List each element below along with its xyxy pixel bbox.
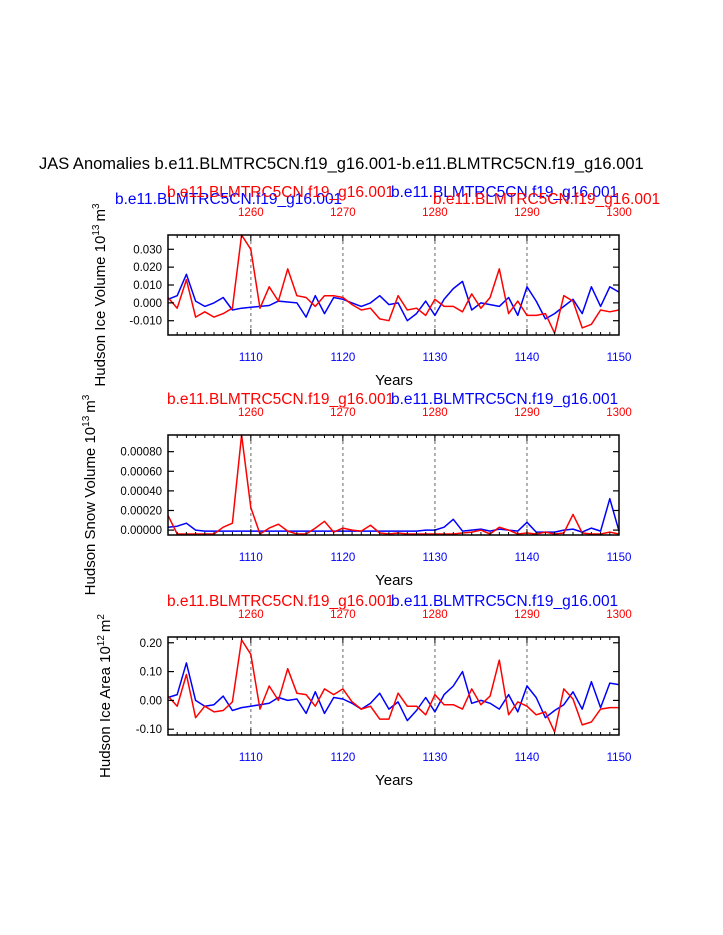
y-axis-label: Hudson Ice Area 1012 m2 [96, 614, 114, 778]
series-left-title: b.e11.BLMTRC5CN.f19_g16.001 [167, 593, 394, 610]
x-tick-label-bottom: 1150 [607, 552, 632, 564]
x-tick-label-bottom: 1130 [423, 352, 448, 364]
panel-3: 0.20 0.10 0.00 -0.10 1110 1260 1120 1270 1130 128… [96, 593, 632, 789]
x-tick-label-bottom: 1120 [331, 552, 356, 564]
x-tick-label-bottom: 1140 [515, 752, 540, 764]
series-left-title-overlap: b.e11.BLMTRC5CN.f19_g16.001 [167, 184, 394, 201]
series-left-title: b.e11.BLMTRC5CN.f19_g16.001 [115, 191, 342, 208]
x-tick-label-bottom: 1110 [239, 752, 263, 764]
x-tick-label-top: 1260 [238, 207, 264, 219]
x-tick-label-bottom: 1140 [515, 352, 540, 364]
series-right-title: b.e11.BLMTRC5CN.f19_g16.001 [391, 184, 618, 201]
x-tick-label-top: 1290 [514, 407, 540, 419]
series-line-red [167, 234, 620, 334]
series-line-blue [167, 273, 620, 322]
y-axis-label-main: Hudson Ice Area 10 [97, 646, 114, 778]
plot-frame [167, 636, 620, 736]
x-tick-label-top: 1290 [514, 207, 540, 219]
y-axis-label-exp: 13 [81, 415, 92, 427]
x-tick-label-top: 1270 [330, 407, 356, 419]
x-tick-label-top: 1270 [330, 609, 356, 621]
x-tick-label-bottom: 1150 [607, 352, 632, 364]
x-axis-label: Years [375, 772, 413, 789]
x-tick-label-top: 1260 [238, 407, 264, 419]
x-tick-label-bottom: 1120 [331, 352, 356, 364]
y-tick-label: -0.10 [136, 724, 162, 736]
y-tick-label: 0.00060 [120, 466, 162, 478]
y-axis-label-unit-exp: 3 [91, 203, 102, 209]
x-tick-label-top: 1260 [238, 609, 264, 621]
x-tick-label-bottom: 1130 [423, 752, 448, 764]
y-axis-label-unit: m [92, 209, 109, 222]
y-axis-label-main: Hudson Ice Volume 10 [92, 236, 109, 387]
y-axis-label-exp: 12 [96, 635, 107, 647]
y-axis-label-unit: m [82, 400, 99, 413]
y-tick-label: 0.00020 [120, 505, 162, 517]
y-axis-label: Hudson Ice Volume 1013 m3 [91, 203, 109, 387]
series-left-title: b.e11.BLMTRC5CN.f19_g16.001 [167, 391, 394, 408]
y-tick-label: 0.00 [140, 695, 162, 707]
series-line-blue [167, 662, 620, 722]
x-tick-label-bottom: 1110 [239, 552, 263, 564]
x-tick-label-bottom: 1110 [239, 352, 263, 364]
x-tick-label-top: 1300 [606, 609, 632, 621]
y-axis-label-main: Hudson Snow Volume 10 [82, 427, 99, 595]
y-tick-label: 0.10 [140, 667, 162, 679]
x-tick-label-bottom: 1150 [607, 752, 632, 764]
panel-2: 0.00080 0.00060 0.00040 0.00020 0.00000 1110 1… [81, 391, 632, 595]
y-tick-label: 0.000 [133, 298, 162, 310]
series-right-title: b.e11.BLMTRC5CN.f19_g16.001 [391, 593, 618, 610]
x-tick-label-top: 1280 [422, 407, 448, 419]
y-tick-label: 0.00080 [120, 447, 162, 459]
x-tick-label-top: 1280 [422, 609, 448, 621]
y-tick-label: 0.20 [140, 638, 162, 650]
figure-title: JAS Anomalies b.e11.BLMTRC5CN.f19_g16.00… [39, 155, 644, 173]
x-tick-label-top: 1280 [422, 207, 448, 219]
y-tick-label: 0.010 [133, 280, 162, 292]
y-axis-label-exp: 13 [91, 224, 102, 236]
y-tick-label: 0.00040 [120, 486, 162, 498]
x-tick-label-bottom: 1120 [331, 752, 356, 764]
y-tick-label: 0.020 [133, 262, 162, 274]
x-tick-label-top: 1300 [606, 407, 632, 419]
series-right-title: b.e11.BLMTRC5CN.f19_g16.001 [391, 391, 618, 408]
x-tick-label-bottom: 1140 [515, 552, 540, 564]
series-right-title-overlap: b.e11.BLMTRC5CN.f19_g16.001 [433, 191, 660, 208]
x-axis-label: Years [375, 572, 413, 589]
series-line-red [167, 639, 619, 733]
y-tick-label: 0.030 [133, 244, 162, 256]
panel-1: 0.030 0.020 0.010 0.000 -0.010 1110 1260 1120 12… [91, 184, 660, 389]
x-tick-label-top: 1270 [330, 207, 356, 219]
series-line-red [167, 434, 620, 535]
y-axis-label-unit-exp: 3 [81, 394, 92, 400]
x-tick-label-top: 1300 [606, 207, 632, 219]
series-line-blue [167, 497, 620, 533]
panels: 0.030 0.020 0.010 0.000 -0.010 1110 1260 1120 12… [81, 184, 660, 789]
y-tick-label: -0.010 [129, 316, 162, 328]
y-tick-label: 0.00000 [120, 525, 162, 537]
x-axis-label: Years [375, 372, 413, 389]
plot-frame [167, 434, 620, 536]
x-tick-label-bottom: 1130 [423, 552, 448, 564]
y-axis-label: Hudson Snow Volume 1013 m3 [81, 394, 99, 595]
y-axis-label-unit-exp: 2 [96, 614, 107, 620]
x-tick-label-top: 1290 [514, 609, 540, 621]
y-axis-label-unit: m [97, 620, 114, 633]
